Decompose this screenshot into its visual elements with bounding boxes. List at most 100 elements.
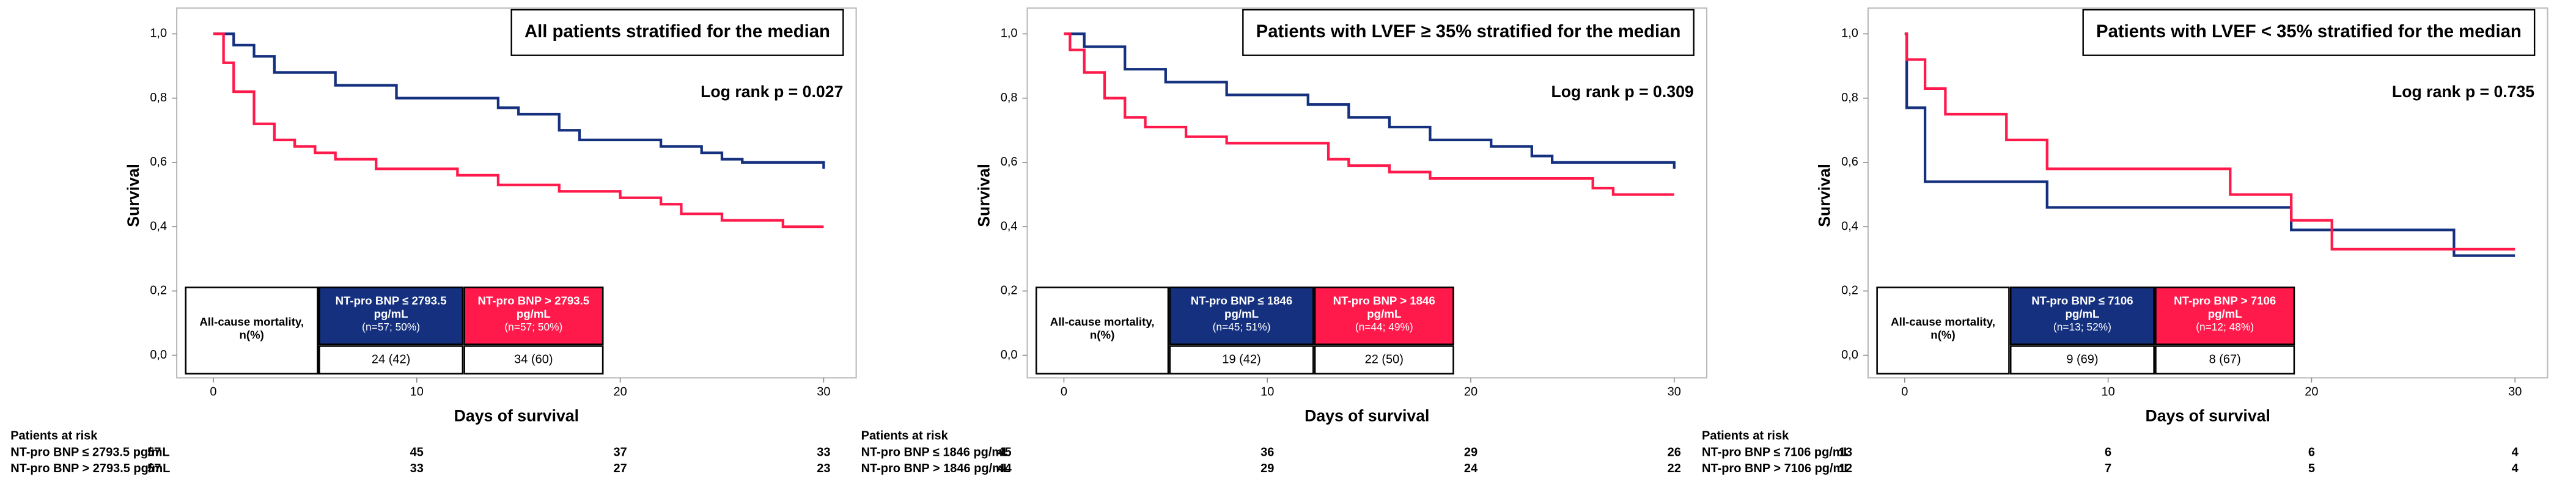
risk-count: 33: [817, 445, 830, 459]
group-count: 22 (50): [1364, 351, 1404, 366]
count-cell: 34 (60): [463, 345, 604, 375]
chart-title: Patients with LVEF < 35% stratified for …: [2096, 21, 2522, 42]
risk-count: 4: [2512, 445, 2519, 459]
survival-curve: [1064, 32, 1674, 196]
x-tick-label: 10: [2102, 385, 2115, 399]
x-tick-label: 20: [2305, 385, 2318, 399]
count-cell: 24 (42): [318, 345, 464, 375]
risk-count: 12: [1839, 462, 1852, 475]
risk-count: 26: [1668, 445, 1681, 459]
table-header: All-cause mortality, n(%): [199, 317, 304, 342]
title-box: [1242, 9, 1695, 56]
group-n: (n=13; 52%): [2053, 323, 2111, 335]
y-tick-label: 0,0: [150, 348, 167, 362]
risk-count: 29: [1464, 445, 1478, 459]
x-tick-label: 0: [1901, 385, 1908, 399]
table-header: All-cause mortality, n(%): [1891, 317, 1995, 342]
y-tick-label: 0,8: [1841, 91, 1858, 104]
group-n: (n=57; 50%): [504, 323, 563, 335]
x-axis-label: Days of survival: [2146, 406, 2270, 425]
risk-title: Patients at risk: [1702, 429, 1789, 443]
risk-label: NT-pro BNP > 7106 pg/mL: [1702, 462, 1851, 475]
y-tick-label: 0,4: [1841, 219, 1858, 233]
group-cell: NT-pro BNP > 1846 pg/mL (n=44; 49%): [1314, 287, 1454, 346]
risk-title: Patients at risk: [10, 429, 98, 443]
y-axis-label: Survival: [974, 164, 993, 227]
risk-count: 29: [1260, 462, 1274, 475]
table-cell: All-cause mortality, n(%): [185, 287, 319, 375]
group-n: (n=44; 49%): [1355, 323, 1413, 335]
risk-label: NT-pro BNP > 2793.5 pg/mL: [10, 462, 170, 475]
survival-curve: [213, 32, 824, 228]
risk-count: 45: [998, 445, 1012, 459]
risk-count: 44: [998, 462, 1012, 475]
table-header: All-cause mortality, n(%): [1050, 317, 1155, 342]
group-label: NT-pro BNP ≤ 2793.5 pg/mL: [335, 296, 447, 321]
risk-title: Patients at risk: [861, 429, 949, 443]
plot-frame: [1026, 7, 1708, 379]
log-rank: Log rank p = 0.735: [2392, 82, 2534, 101]
chart-title: All patients stratified for the median: [524, 21, 830, 42]
table-header-cell: All-cause mortality, n(%): [1876, 287, 2010, 375]
y-tick-label: 0,0: [1841, 348, 1858, 362]
x-tick-label: 10: [410, 385, 424, 399]
risk-count: 37: [613, 445, 627, 459]
risk-count: 6: [2105, 445, 2111, 459]
risk-count: 5: [2308, 462, 2315, 475]
risk-count: 57: [147, 462, 161, 475]
x-tick-label: 0: [210, 385, 216, 399]
table-cell: NT-pro BNP > 1846 pg/mL (n=44; 49%): [1314, 287, 1454, 346]
risk-count: 27: [613, 462, 627, 475]
risk-label: NT-pro BNP ≤ 1846 pg/mL: [861, 445, 1010, 459]
y-tick-label: 0,4: [1001, 219, 1018, 233]
risk-count: 7: [2105, 462, 2111, 475]
survival-curve: [1904, 32, 2515, 251]
survival-curve: [213, 32, 825, 169]
y-tick-label: 0,6: [1841, 155, 1858, 169]
y-axis-label: Survival: [1816, 164, 1834, 227]
risk-label: NT-pro BNP > 1846 pg/mL: [861, 462, 1011, 475]
table-cell: 24 (42): [318, 345, 464, 375]
plot-frame: [176, 7, 857, 379]
risk-count: 4: [2512, 462, 2519, 475]
x-axis-label: Days of survival: [454, 406, 579, 425]
x-tick-label: 20: [613, 385, 627, 399]
y-tick-label: 1,0: [1841, 27, 1858, 40]
table-header-cell: All-cause mortality, n(%): [1035, 287, 1169, 375]
group-cell: NT-pro BNP > 7106 pg/mL (n=12; 48%): [2155, 287, 2295, 346]
group-count: 19 (42): [1222, 351, 1261, 366]
table-cell: 34 (60): [463, 345, 604, 375]
y-tick-label: 0,8: [1001, 91, 1018, 104]
table-cell: All-cause mortality, n(%): [1876, 287, 2010, 375]
group-cell: NT-pro BNP > 2793.5 pg/mL (n=57; 50%): [463, 287, 604, 346]
table-cell: NT-pro BNP ≤ 2793.5 pg/mL (n=57; 50%): [318, 287, 464, 346]
table-cell: 8 (67): [2155, 345, 2295, 375]
table-cell: NT-pro BNP ≤ 7106 pg/mL (n=13; 52%): [2009, 287, 2155, 346]
risk-count: 22: [1668, 462, 1681, 475]
group-label: NT-pro BNP ≤ 1846 pg/mL: [1190, 296, 1293, 321]
group-n: (n=12; 48%): [2196, 323, 2254, 335]
y-tick-label: 0,8: [150, 91, 167, 104]
table-cell: NT-pro BNP ≤ 1846 pg/mL (n=45; 51%): [1169, 287, 1314, 346]
risk-count: 36: [1260, 445, 1274, 459]
risk-count: 13: [1839, 445, 1852, 459]
chart-title: Patients with LVEF ≥ 35% stratified for …: [1256, 21, 1681, 42]
y-tick-label: 1,0: [1001, 27, 1018, 40]
y-tick-label: 0,2: [1001, 284, 1018, 298]
x-tick-label: 30: [2508, 385, 2522, 399]
risk-count: 57: [147, 445, 161, 459]
group-count: 8 (67): [2209, 351, 2241, 366]
group-label: NT-pro BNP > 2793.5 pg/mL: [477, 296, 590, 321]
risk-count: 6: [2308, 445, 2315, 459]
y-tick-label: 0,2: [1841, 284, 1858, 298]
log-rank: Log rank p = 0.309: [1551, 82, 1694, 101]
group-n: (n=57; 50%): [362, 323, 421, 335]
title-box: [510, 9, 844, 56]
table-cell: 9 (69): [2009, 345, 2155, 375]
table-cell: NT-pro BNP > 2793.5 pg/mL (n=57; 50%): [463, 287, 604, 346]
count-cell: 19 (42): [1169, 345, 1314, 375]
group-cell: NT-pro BNP ≤ 2793.5 pg/mL (n=57; 50%): [318, 287, 464, 346]
table-header-cell: All-cause mortality, n(%): [185, 287, 319, 375]
table-cell: NT-pro BNP > 7106 pg/mL (n=12; 48%): [2155, 287, 2295, 346]
